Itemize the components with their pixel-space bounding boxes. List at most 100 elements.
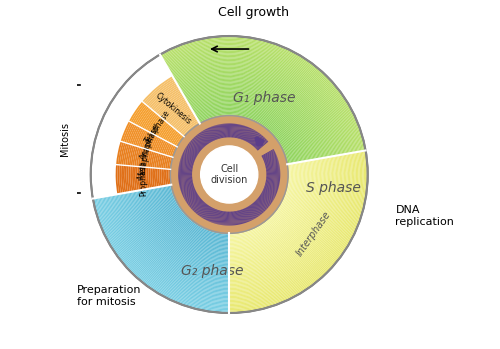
Wedge shape	[131, 126, 140, 145]
Wedge shape	[148, 116, 160, 132]
Wedge shape	[152, 118, 163, 134]
Wedge shape	[96, 198, 229, 310]
Wedge shape	[153, 188, 229, 252]
Wedge shape	[104, 196, 229, 302]
Wedge shape	[163, 100, 187, 120]
Wedge shape	[229, 157, 332, 277]
Wedge shape	[229, 152, 360, 305]
Wedge shape	[229, 155, 342, 288]
Wedge shape	[178, 72, 330, 157]
Wedge shape	[168, 105, 190, 124]
Wedge shape	[143, 167, 146, 190]
Wedge shape	[98, 198, 229, 308]
Wedge shape	[229, 161, 308, 253]
Text: Interphase: Interphase	[294, 209, 333, 258]
Wedge shape	[160, 36, 366, 151]
Wedge shape	[229, 164, 290, 236]
Wedge shape	[168, 185, 229, 237]
Wedge shape	[133, 127, 142, 146]
Wedge shape	[196, 109, 294, 163]
Wedge shape	[115, 194, 229, 290]
Wedge shape	[116, 141, 122, 165]
Wedge shape	[124, 193, 229, 281]
Wedge shape	[229, 160, 314, 259]
Wedge shape	[229, 163, 294, 240]
Wedge shape	[134, 147, 140, 166]
Text: Anaphase: Anaphase	[138, 122, 161, 161]
Wedge shape	[229, 160, 310, 256]
Wedge shape	[189, 95, 308, 161]
Wedge shape	[229, 163, 298, 243]
Wedge shape	[130, 192, 229, 275]
Wedge shape	[187, 90, 312, 160]
Wedge shape	[166, 143, 172, 156]
Wedge shape	[138, 109, 152, 127]
Wedge shape	[229, 152, 358, 304]
Wedge shape	[229, 157, 328, 273]
Wedge shape	[130, 166, 134, 192]
Text: Telophase: Telophase	[144, 108, 172, 144]
Wedge shape	[185, 87, 316, 159]
Wedge shape	[229, 157, 329, 275]
Wedge shape	[188, 93, 310, 161]
Wedge shape	[164, 186, 229, 241]
Wedge shape	[106, 196, 229, 300]
Wedge shape	[160, 154, 164, 169]
Wedge shape	[180, 76, 326, 158]
Wedge shape	[156, 153, 160, 168]
Wedge shape	[120, 142, 126, 165]
Wedge shape	[190, 96, 307, 161]
Wedge shape	[150, 151, 156, 168]
Wedge shape	[126, 165, 130, 192]
Wedge shape	[144, 132, 152, 149]
Wedge shape	[229, 153, 353, 298]
Wedge shape	[168, 185, 229, 236]
Wedge shape	[118, 165, 121, 194]
Wedge shape	[160, 37, 364, 151]
Wedge shape	[229, 151, 362, 308]
Wedge shape	[166, 185, 229, 239]
Wedge shape	[229, 162, 302, 247]
Wedge shape	[123, 193, 229, 282]
Wedge shape	[130, 126, 138, 144]
Wedge shape	[170, 145, 175, 157]
Wedge shape	[229, 162, 298, 244]
Wedge shape	[155, 90, 182, 113]
Wedge shape	[119, 194, 229, 287]
Text: Preparation
for mitosis: Preparation for mitosis	[77, 285, 142, 307]
Wedge shape	[142, 149, 147, 167]
Wedge shape	[163, 126, 173, 140]
Wedge shape	[114, 195, 229, 292]
Wedge shape	[150, 86, 179, 110]
Wedge shape	[198, 113, 290, 164]
Wedge shape	[137, 107, 150, 126]
Wedge shape	[118, 142, 124, 165]
Wedge shape	[149, 84, 178, 109]
Wedge shape	[141, 167, 144, 190]
Wedge shape	[110, 195, 229, 296]
Wedge shape	[152, 188, 229, 253]
Wedge shape	[229, 152, 357, 302]
Wedge shape	[129, 102, 144, 122]
Wedge shape	[149, 188, 229, 256]
Wedge shape	[125, 144, 131, 165]
Text: Cytokinesis: Cytokinesis	[154, 91, 194, 126]
Wedge shape	[160, 169, 162, 187]
Wedge shape	[159, 140, 166, 154]
Wedge shape	[194, 104, 299, 162]
Wedge shape	[145, 167, 148, 189]
Wedge shape	[124, 143, 130, 165]
Wedge shape	[168, 51, 351, 153]
Wedge shape	[179, 74, 328, 157]
Wedge shape	[147, 134, 154, 150]
Wedge shape	[150, 136, 158, 151]
Wedge shape	[193, 102, 300, 162]
Text: Prophase: Prophase	[138, 161, 148, 196]
Wedge shape	[136, 106, 149, 126]
Wedge shape	[140, 110, 153, 128]
Wedge shape	[162, 40, 362, 151]
Wedge shape	[163, 169, 166, 186]
Wedge shape	[176, 69, 333, 156]
Wedge shape	[229, 158, 322, 268]
Wedge shape	[229, 158, 322, 267]
